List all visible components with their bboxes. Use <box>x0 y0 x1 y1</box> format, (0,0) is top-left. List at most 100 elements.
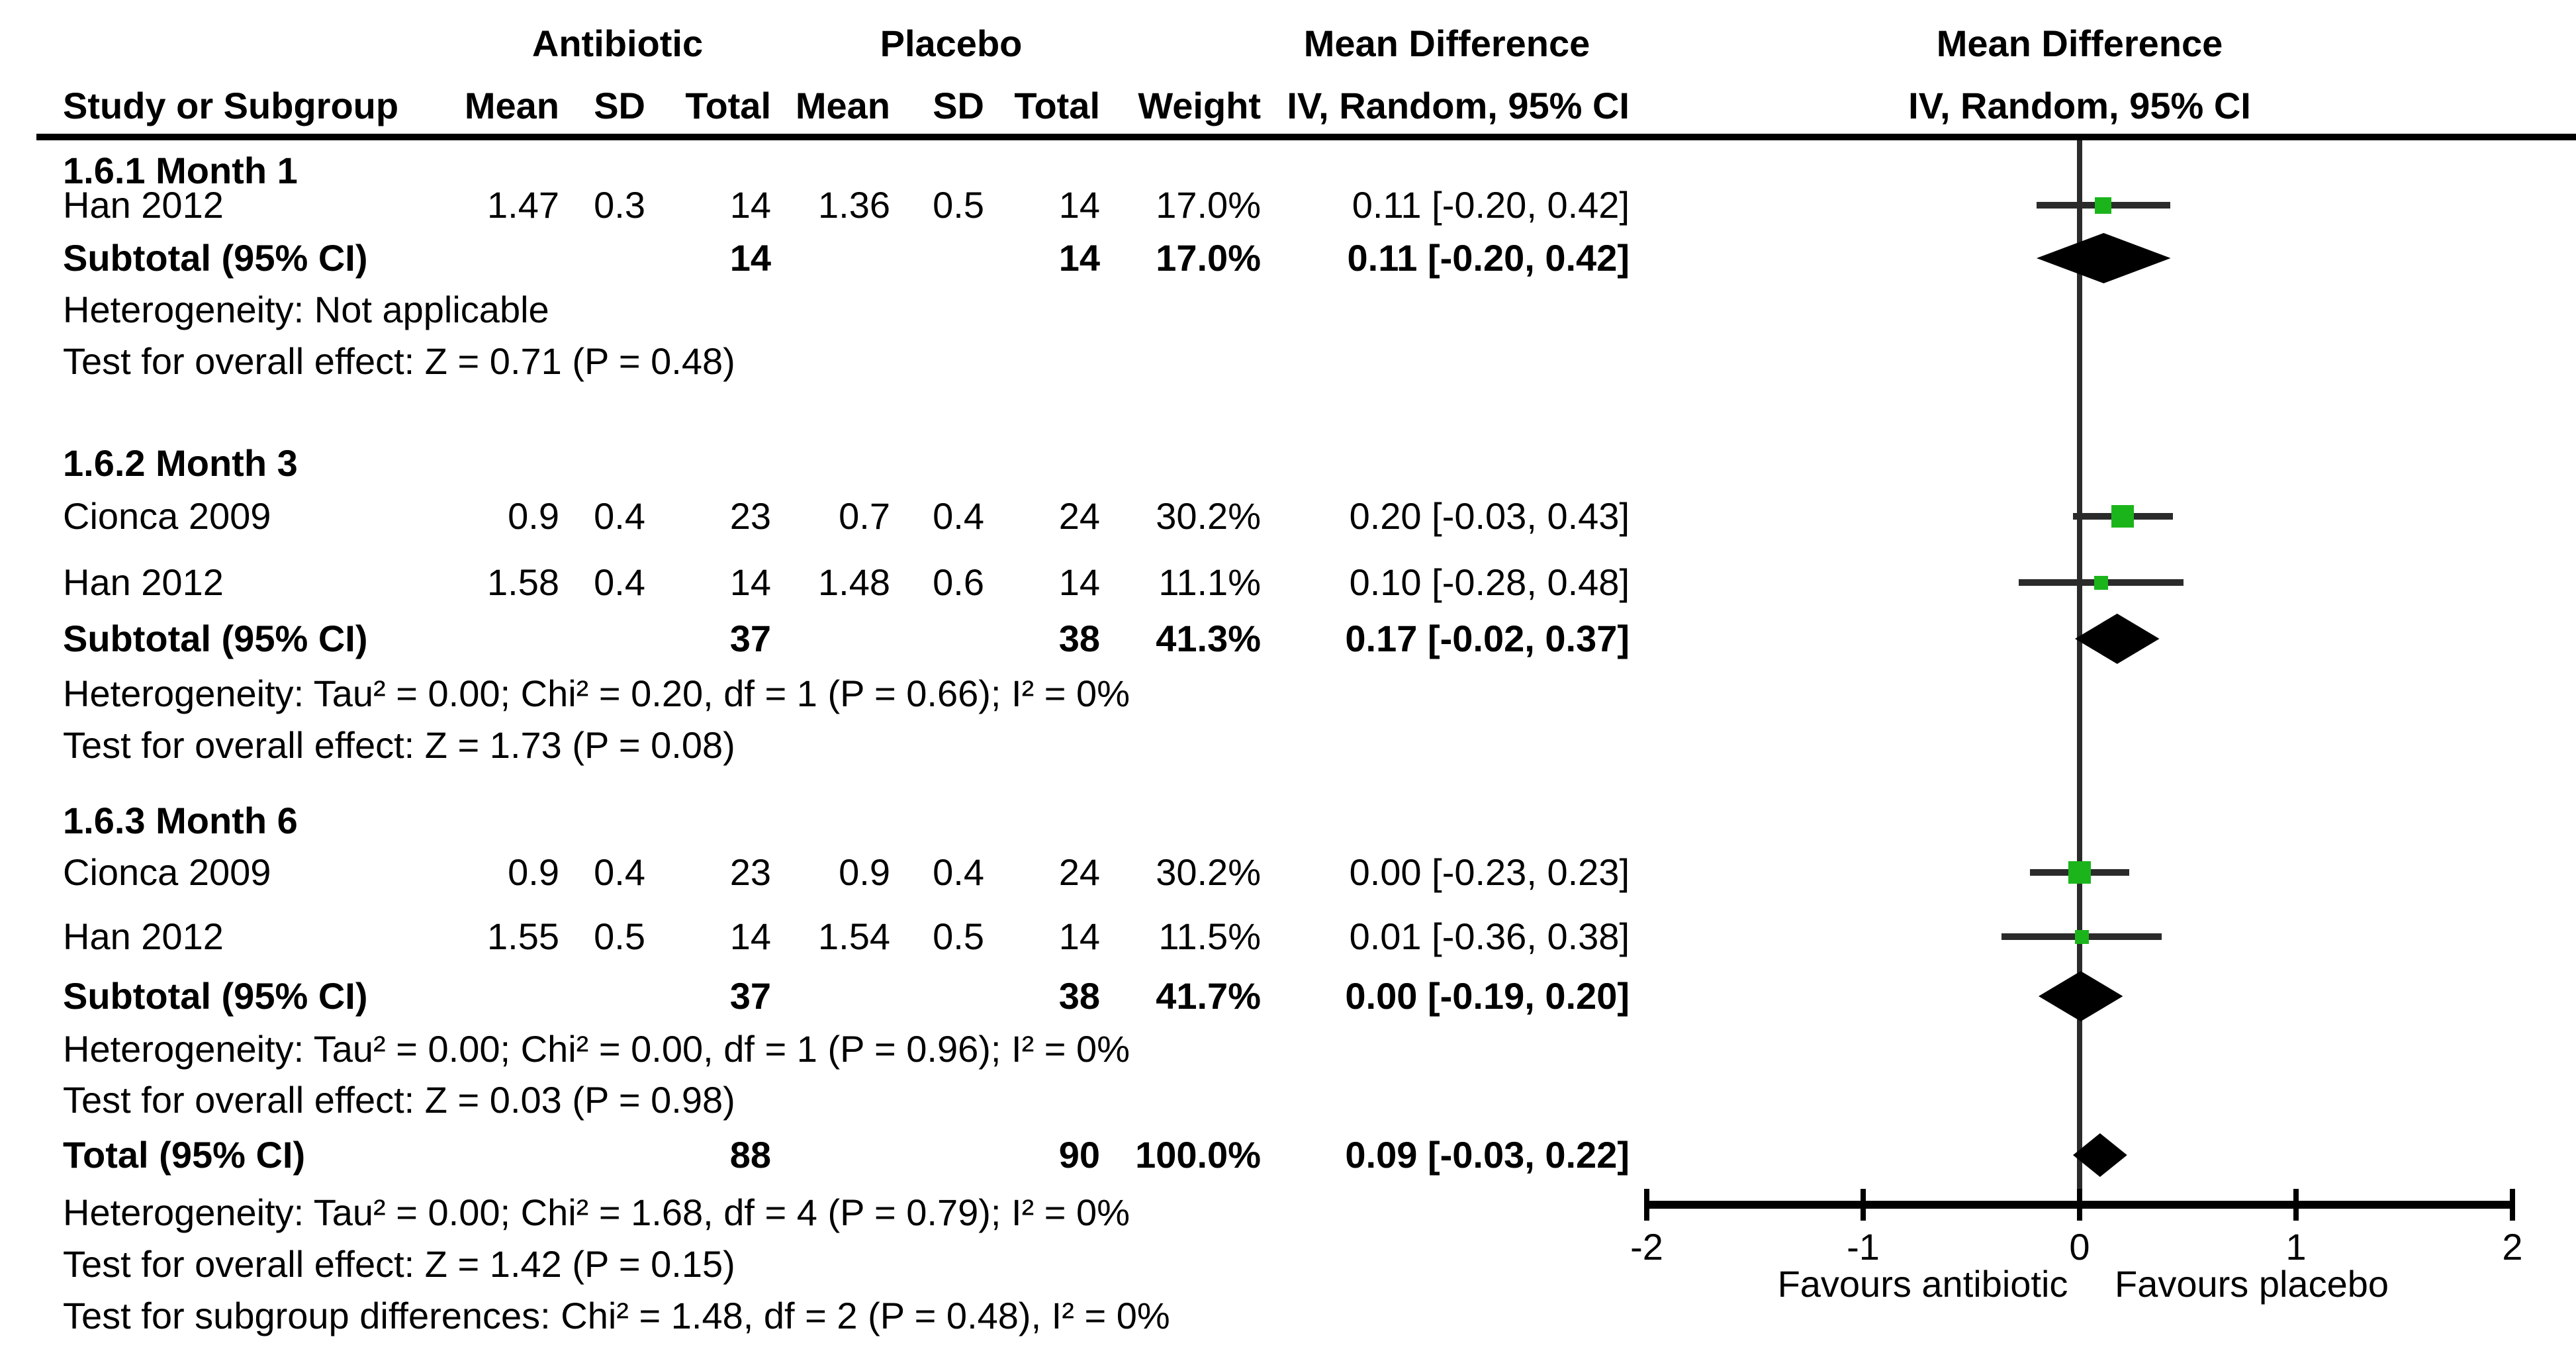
study-ci-text: 0.01 [-0.36, 0.38] <box>1349 915 1630 957</box>
study-mean-placebo: 1.36 <box>818 184 890 226</box>
subgroup-title: 1.6.1 Month 1 <box>63 150 298 191</box>
study-ci-text: 0.11 [-0.20, 0.42] <box>1352 184 1630 226</box>
header-rule <box>36 134 2576 140</box>
footer-overall-effect: Test for overall effect: Z = 1.42 (P = 0… <box>63 1243 735 1285</box>
axis-tick-label: -1 <box>1847 1226 1880 1268</box>
total-label: Total (95% CI) <box>63 1134 306 1176</box>
study-point-square <box>2074 929 2089 944</box>
subtotal-total-antibiotic: 14 <box>729 237 771 279</box>
study-total-antibiotic: 23 <box>729 495 771 537</box>
footer-subgroup-differences: Test for subgroup differences: Chi² = 1.… <box>63 1295 1170 1336</box>
subtotal-weight: 17.0% <box>1156 237 1261 279</box>
study-point-square <box>2111 505 2135 528</box>
subtotal-ci-text: 0.00 [-0.19, 0.20] <box>1345 975 1630 1017</box>
subtotal-total-placebo: 14 <box>1058 237 1100 279</box>
study-ci-text: 0.20 [-0.03, 0.43] <box>1349 495 1630 537</box>
axis-tick <box>2293 1189 2299 1221</box>
effect-column-title: Mean Difference <box>1303 23 1590 64</box>
col-header-sd-placebo: SD <box>933 85 984 126</box>
study-point-square <box>2068 861 2091 884</box>
plot-column-title: Mean Difference <box>1936 23 2223 64</box>
study-weight: 30.2% <box>1156 495 1261 537</box>
study-total-placebo: 14 <box>1058 184 1100 226</box>
total-total-antibiotic: 88 <box>729 1134 771 1176</box>
subgroup-title: 1.6.3 Month 6 <box>63 800 298 841</box>
study-total-placebo: 24 <box>1058 495 1100 537</box>
heterogeneity-line: Heterogeneity: Not applicable <box>63 289 549 330</box>
axis-tick <box>1644 1189 1649 1221</box>
col-header-sd-antibiotic: SD <box>594 85 645 126</box>
study-name: Han 2012 <box>63 915 224 957</box>
study-mean-antibiotic: 1.58 <box>487 561 559 603</box>
study-sd-placebo: 0.4 <box>933 851 984 893</box>
study-point-square <box>2094 575 2109 590</box>
col-header-mean-antibiotic: Mean <box>464 85 559 126</box>
subtotal-total-antibiotic: 37 <box>729 618 771 659</box>
study-mean-placebo: 0.7 <box>839 495 890 537</box>
study-total-antibiotic: 23 <box>729 851 771 893</box>
axis-tick-label: 2 <box>2502 1226 2523 1268</box>
study-sd-antibiotic: 0.4 <box>594 851 645 893</box>
study-mean-antibiotic: 1.47 <box>487 184 559 226</box>
subtotal-diamond <box>2075 614 2160 664</box>
study-point-square <box>2095 197 2112 214</box>
study-total-placebo: 24 <box>1058 851 1100 893</box>
overall-effect-line: Test for overall effect: Z = 0.03 (P = 0… <box>63 1079 735 1121</box>
total-weight: 100.0% <box>1135 1134 1261 1176</box>
overall-effect-line: Test for overall effect: Z = 0.71 (P = 0… <box>63 340 735 382</box>
study-mean-antibiotic: 0.9 <box>508 851 559 893</box>
study-total-placebo: 14 <box>1058 915 1100 957</box>
study-name: Han 2012 <box>63 561 224 603</box>
subtotal-diamond <box>2036 233 2171 283</box>
axis-tick-label: -2 <box>1630 1226 1663 1268</box>
subtotal-ci-text: 0.17 [-0.02, 0.37] <box>1345 618 1630 659</box>
study-weight: 30.2% <box>1156 851 1261 893</box>
study-sd-antibiotic: 0.4 <box>594 495 645 537</box>
study-weight: 11.1% <box>1158 561 1261 603</box>
study-name: Han 2012 <box>63 184 224 226</box>
zero-line <box>2077 140 2082 1205</box>
study-mean-placebo: 1.48 <box>818 561 890 603</box>
study-total-antibiotic: 14 <box>729 561 771 603</box>
subtotal-weight: 41.7% <box>1156 975 1261 1017</box>
study-sd-placebo: 0.6 <box>933 561 984 603</box>
axis-tick-label: 0 <box>2069 1226 2090 1268</box>
subtotal-label: Subtotal (95% CI) <box>63 237 368 279</box>
footer-heterogeneity: Heterogeneity: Tau² = 0.00; Chi² = 1.68,… <box>63 1191 1130 1233</box>
study-sd-antibiotic: 0.4 <box>594 561 645 603</box>
group-header-placebo: Placebo <box>880 23 1023 64</box>
study-name: Cionca 2009 <box>63 851 271 893</box>
subtotal-total-placebo: 38 <box>1058 975 1100 1017</box>
study-total-antibiotic: 14 <box>729 184 771 226</box>
subtotal-weight: 41.3% <box>1156 618 1261 659</box>
axis-tick-label: 1 <box>2285 1226 2307 1268</box>
subtotal-diamond <box>2038 971 2123 1021</box>
heterogeneity-line: Heterogeneity: Tau² = 0.00; Chi² = 0.20,… <box>63 673 1130 714</box>
subtotal-total-placebo: 38 <box>1058 618 1100 659</box>
total-total-placebo: 90 <box>1058 1134 1100 1176</box>
study-name: Cionca 2009 <box>63 495 271 537</box>
group-header-antibiotic: Antibiotic <box>531 23 704 64</box>
study-mean-antibiotic: 0.9 <box>508 495 559 537</box>
study-sd-placebo: 0.5 <box>933 184 984 226</box>
axis-tick <box>2510 1189 2515 1221</box>
col-header-mean-placebo: Mean <box>795 85 890 126</box>
study-sd-placebo: 0.4 <box>933 495 984 537</box>
study-ci-text: 0.10 [-0.28, 0.48] <box>1349 561 1630 603</box>
favours-left-label: Favours antibiotic <box>1777 1263 2068 1305</box>
study-sd-placebo: 0.5 <box>933 915 984 957</box>
col-header-weight: Weight <box>1138 85 1261 126</box>
heterogeneity-line: Heterogeneity: Tau² = 0.00; Chi² = 0.00,… <box>63 1028 1130 1070</box>
study-weight: 11.5% <box>1158 915 1261 957</box>
study-sd-antibiotic: 0.3 <box>594 184 645 226</box>
study-total-antibiotic: 14 <box>729 915 771 957</box>
subtotal-label: Subtotal (95% CI) <box>63 975 368 1017</box>
study-ci-text: 0.00 [-0.23, 0.23] <box>1349 851 1630 893</box>
subtotal-label: Subtotal (95% CI) <box>63 618 368 659</box>
plot-column-subtitle: IV, Random, 95% CI <box>1908 85 2251 126</box>
col-header-ci: IV, Random, 95% CI <box>1287 85 1630 126</box>
subgroup-title: 1.6.2 Month 3 <box>63 442 298 484</box>
axis-tick <box>1861 1189 1866 1221</box>
subtotal-ci-text: 0.11 [-0.20, 0.42] <box>1347 237 1630 279</box>
